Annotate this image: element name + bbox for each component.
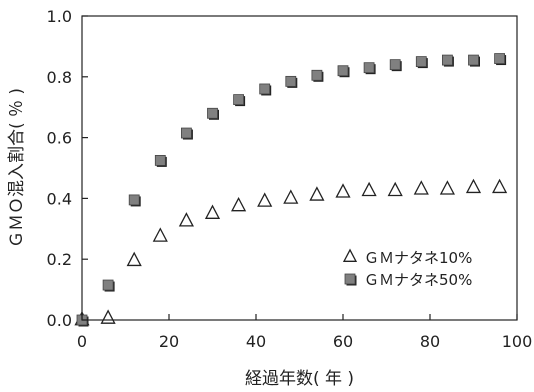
data-point-gm-50 — [259, 83, 272, 96]
legend: ＧＭナタネ10% ＧＭナタネ50% — [342, 248, 472, 289]
marker-face — [468, 54, 479, 66]
marker-face — [389, 59, 401, 71]
axes: 経過年数( 年 ) ＧＭＯ混入割合( ％ ) 0 20 40 60 80 100 0.0 0.… — [7, 7, 532, 389]
marker-face — [128, 194, 140, 206]
legend-label: ＧＭナタネ50% — [364, 271, 472, 289]
data-point-gm-50 — [389, 59, 402, 72]
data-point-gm-50 — [180, 127, 193, 140]
data-point-gm-50 — [128, 194, 141, 207]
y-tick-label: 0.4 — [47, 189, 72, 208]
data-point-gm-50 — [337, 65, 350, 78]
legend-label: ＧＭナタネ10% — [364, 249, 472, 267]
marker-face — [363, 62, 375, 74]
data-point-gm-10 — [283, 189, 299, 204]
data-point-gm-10 — [492, 178, 508, 194]
marker-face — [441, 54, 453, 66]
y-tick-label: 0.6 — [47, 129, 72, 148]
data-point-gm-10 — [439, 180, 455, 195]
data-point-gm-50 — [415, 56, 428, 69]
marker-face — [415, 56, 427, 67]
marker-face — [207, 107, 218, 119]
data-point-gm-10 — [361, 181, 377, 197]
data-point-gm-50 — [494, 53, 507, 66]
data-point-gm-50 — [441, 54, 454, 67]
data-point-gm-50 — [207, 107, 219, 120]
marker-face — [311, 69, 323, 81]
data-point-gm-10 — [126, 251, 142, 267]
legend-item-gm-rapeseed-50: ＧＭナタネ50% — [344, 271, 472, 289]
legend-item-gm-rapeseed-10: ＧＭナタネ10% — [342, 248, 472, 267]
data-point-gm-10 — [178, 212, 194, 227]
legend-marker-triangle — [342, 248, 358, 262]
data-point-gm-10 — [257, 192, 273, 207]
x-tick-label: 100 — [502, 332, 533, 351]
x-tick-label: 80 — [420, 332, 440, 351]
y-tick-label: 1.0 — [47, 7, 72, 26]
marker-face — [180, 127, 192, 139]
x-tick-label: 60 — [333, 332, 353, 351]
data-point-gm-50 — [233, 94, 246, 107]
data-point-gm-10 — [465, 178, 482, 194]
marker-face — [337, 65, 349, 77]
marker-face — [154, 154, 166, 166]
y-axis-title: ＧＭＯ混入割合( ％ ) — [7, 88, 27, 248]
x-tick-label: 0 — [77, 332, 87, 351]
marker-face — [233, 94, 245, 105]
x-axis-title: 経過年数( 年 ) — [245, 369, 354, 389]
legend-marker-square — [344, 273, 357, 286]
data-point-gm-10 — [309, 186, 325, 201]
data-point-gm-10 — [335, 183, 351, 198]
marker-face — [344, 273, 356, 285]
data-point-gm-50 — [154, 154, 167, 167]
y-tick-label: 0.2 — [47, 250, 72, 269]
data-point-gm-50 — [285, 75, 298, 88]
data-point-gm-10 — [387, 181, 403, 197]
x-tick-label: 40 — [246, 332, 266, 351]
data-point-gm-50 — [311, 69, 324, 82]
data-point-gm-10 — [413, 180, 429, 195]
x-tick-label: 20 — [159, 332, 179, 351]
marker-face — [285, 75, 297, 87]
data-point-gm-10 — [204, 204, 221, 219]
marker-face — [102, 279, 114, 291]
plot-frame — [81, 15, 518, 321]
plot-area — [74, 53, 508, 327]
marker-face — [259, 83, 271, 95]
data-point-gm-10 — [100, 309, 116, 324]
data-point-gm-10 — [152, 227, 168, 242]
data-point-gm-50 — [102, 279, 115, 292]
y-tick-label: 0.8 — [47, 68, 72, 87]
data-point-gm-10 — [231, 196, 247, 212]
data-point-gm-50 — [468, 54, 480, 67]
marker-face — [494, 53, 506, 64]
y-tick-label: 0.0 — [47, 311, 72, 330]
data-point-gm-50 — [363, 62, 376, 75]
data-point-gm-50 — [76, 314, 89, 327]
